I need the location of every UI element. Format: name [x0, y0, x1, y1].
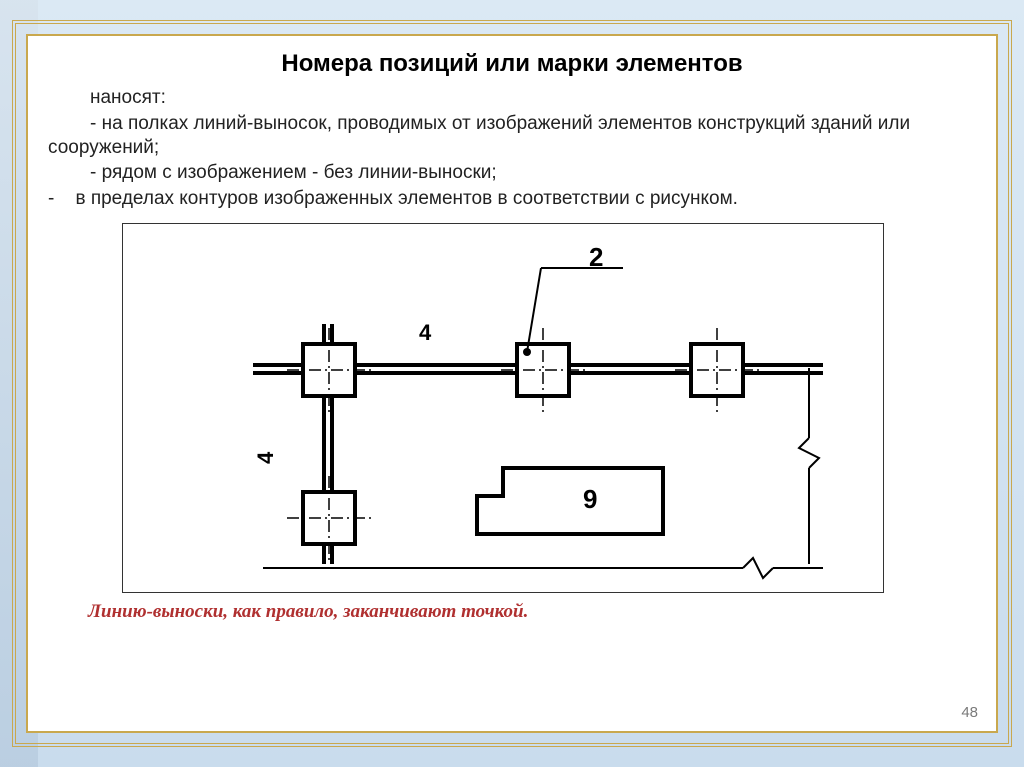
para-2: - на полках линий-выносок, проводимых от…	[48, 112, 976, 160]
svg-text:2: 2	[589, 242, 603, 272]
diagram-svg: 2 4 4 9	[123, 224, 883, 592]
content-frame: Номера позиций или марки элементов нанос…	[26, 34, 998, 733]
slide-title: Номера позиций или марки элементов	[48, 50, 976, 78]
svg-text:9: 9	[583, 484, 597, 514]
para-4: - в пределах контуров изображенных элеме…	[48, 187, 976, 211]
para-4-text: в пределах контуров изображенных элемент…	[75, 188, 738, 209]
body-text: наносят: - на полках линий-выносок, пров…	[48, 86, 976, 211]
svg-text:4: 4	[419, 320, 432, 345]
dash: -	[48, 188, 54, 209]
page-number: 48	[961, 704, 978, 721]
svg-text:4: 4	[253, 451, 278, 464]
diagram: 2 4 4 9	[122, 223, 884, 593]
para-3: - рядом с изображением - без линии-вынос…	[48, 161, 976, 185]
para-1: наносят:	[48, 86, 976, 110]
footnote: Линию-выноски, как правило, заканчивают …	[48, 601, 976, 623]
